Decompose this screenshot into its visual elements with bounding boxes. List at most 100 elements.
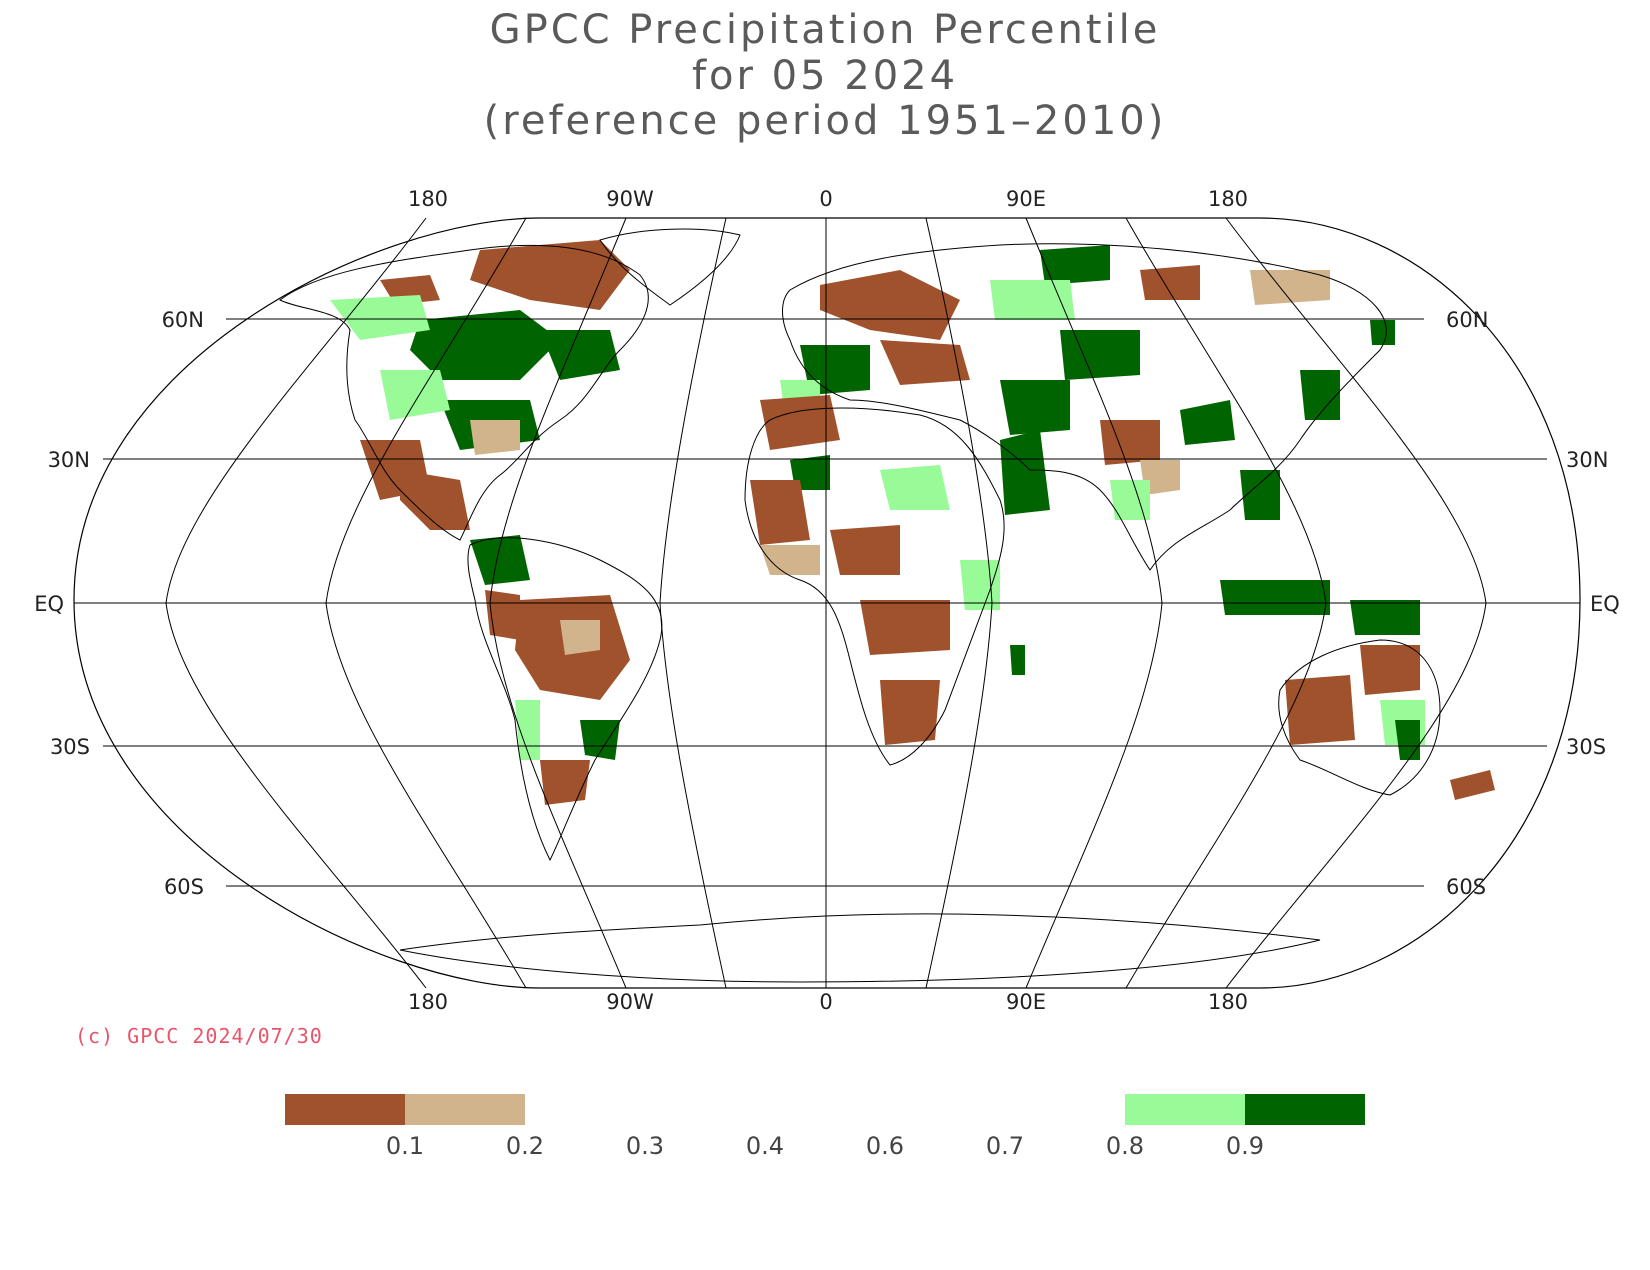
lat-label-left-30s: 30S	[50, 735, 90, 759]
patch-wet-siberia	[1040, 245, 1110, 285]
patch-light-wet-india	[1110, 480, 1150, 520]
patch-light-wet-chile	[515, 700, 540, 760]
lat-label-right-30s: 30S	[1566, 735, 1606, 759]
coastlines	[279, 228, 1441, 983]
coast-africa	[744, 407, 1005, 766]
legend: 0.1 0.2 0.3 0.4 0.6 0.7 0.8 0.9	[285, 1094, 1365, 1160]
patch-light-wet-canada	[330, 295, 430, 340]
lon-label-top-180w: 180	[408, 187, 448, 211]
legend-label-0-1: 0.1	[386, 1132, 424, 1160]
meridian-30w	[659, 217, 727, 989]
patch-wet-arabia	[1000, 430, 1050, 515]
patch-wet-canada	[410, 310, 560, 380]
legend-label-0-6: 0.6	[866, 1132, 904, 1160]
patch-wet-east-asia	[1300, 370, 1340, 420]
lon-label-bottom-90e: 90E	[1006, 990, 1046, 1014]
meridian-120w	[165, 217, 427, 989]
patch-dry-mexico	[400, 470, 470, 530]
patch-dry-china	[1100, 420, 1160, 465]
coast-south-america	[467, 537, 663, 862]
legend-label-0-8: 0.8	[1106, 1132, 1144, 1160]
legend-label-0-2: 0.2	[506, 1132, 544, 1160]
coast-greenland	[599, 228, 741, 306]
meridian-90w	[325, 217, 527, 989]
lon-label-bottom-90w: 90W	[606, 990, 654, 1014]
lon-label-top-90w: 90W	[606, 187, 654, 211]
lon-label-bottom-180w: 180	[408, 990, 448, 1014]
coast-antarctica	[399, 913, 1321, 983]
patch-wet-canada-east	[540, 330, 620, 380]
patch-tan-west-africa	[760, 545, 820, 575]
patch-wet-east-australia	[1395, 720, 1420, 760]
legend-label-0-7: 0.7	[986, 1132, 1024, 1160]
patch-dry-west-africa	[750, 480, 810, 545]
patch-light-wet-siberia	[990, 280, 1075, 320]
percentile-patches	[330, 240, 1495, 805]
meridian-30e	[925, 217, 993, 989]
patch-wet-colombia	[470, 535, 530, 585]
patch-dry-west-australia	[1285, 675, 1355, 745]
lat-label-right-30n: 30N	[1566, 448, 1608, 472]
patch-wet-south-brazil	[580, 720, 620, 760]
meridian-60w	[489, 217, 627, 989]
lat-label-left-eq: EQ	[34, 592, 64, 616]
patch-wet-china-north	[1180, 400, 1235, 445]
patch-light-wet-usa	[380, 370, 450, 420]
lat-label-right-eq: EQ	[1590, 592, 1620, 616]
lat-label-left-30n: 30N	[48, 448, 90, 472]
patch-dry-new-zealand	[1450, 770, 1495, 800]
lat-labels-left: 60N 30N EQ 30S 60S	[34, 308, 204, 899]
legend-swatch-above-0-9	[1245, 1094, 1365, 1125]
lat-label-right-60s: 60S	[1446, 875, 1486, 899]
legend-label-0-3: 0.3	[626, 1132, 664, 1160]
lat-label-left-60s: 60S	[164, 875, 204, 899]
patch-dry-east-europe	[880, 340, 970, 385]
coast-australia	[1278, 639, 1441, 796]
graticule	[74, 217, 1580, 989]
legend-swatch-0-1-to-0-2	[405, 1094, 525, 1125]
patch-wet-new-guinea	[1350, 600, 1420, 635]
coast-north-america	[279, 244, 649, 541]
title-line-3: (reference period 1951–2010)	[483, 98, 1167, 144]
copyright-note: (c) GPCC 2024/07/30	[75, 1024, 323, 1048]
patch-dry-siberia-east	[1140, 265, 1200, 300]
legend-label-0-9: 0.9	[1226, 1132, 1264, 1160]
legend-label-0-4: 0.4	[746, 1132, 784, 1160]
patch-wet-indonesia	[1220, 580, 1330, 615]
lon-labels-top: 180 90W 0 90E 180	[408, 187, 1248, 211]
meridian-90e	[1125, 217, 1327, 989]
legend-swatch-below-0-1	[285, 1094, 405, 1125]
patch-dry-north-australia	[1360, 645, 1420, 695]
patch-dry-south-africa	[880, 680, 940, 745]
lon-label-top-180e: 180	[1208, 187, 1248, 211]
lon-label-top-90e: 90E	[1006, 187, 1046, 211]
patch-wet-madagascar	[1010, 645, 1025, 675]
lat-labels-right: 60N 30N EQ 30S 60S	[1446, 308, 1620, 899]
patch-dry-canada-north	[470, 240, 630, 310]
lon-labels-bottom: 180 90W 0 90E 180	[408, 990, 1248, 1014]
lat-label-left-60n: 60N	[162, 308, 204, 332]
lon-label-bottom-0: 0	[819, 990, 832, 1014]
patch-light-wet-sahara	[880, 465, 950, 510]
lon-label-top-0: 0	[819, 187, 832, 211]
patch-wet-kazakhstan	[1000, 380, 1070, 435]
lon-label-bottom-180e: 180	[1208, 990, 1248, 1014]
coast-eurasia	[782, 243, 1387, 571]
patch-dry-argentina	[540, 760, 590, 805]
patch-dry-usa-tan	[470, 420, 520, 455]
patch-tan-siberia	[1250, 270, 1330, 305]
legend-swatch-0-8-to-0-9	[1125, 1094, 1245, 1125]
lat-label-right-60n: 60N	[1446, 308, 1488, 332]
title-line-2: for 05 2024	[691, 53, 959, 99]
meridian-120e	[1225, 217, 1487, 989]
patch-wet-central-asia	[1060, 330, 1140, 380]
patch-wet-kamchatka	[1370, 320, 1395, 345]
patch-dry-sahel	[830, 525, 900, 575]
patch-dry-central-africa	[860, 600, 950, 655]
patch-wet-southeast-asia	[1240, 470, 1280, 520]
patch-tan-brazil	[560, 620, 600, 655]
title-line-1: GPCC Precipitation Percentile	[489, 7, 1161, 53]
patch-dry-scandinavia-russia	[820, 270, 960, 340]
meridian-60e	[1025, 217, 1163, 989]
